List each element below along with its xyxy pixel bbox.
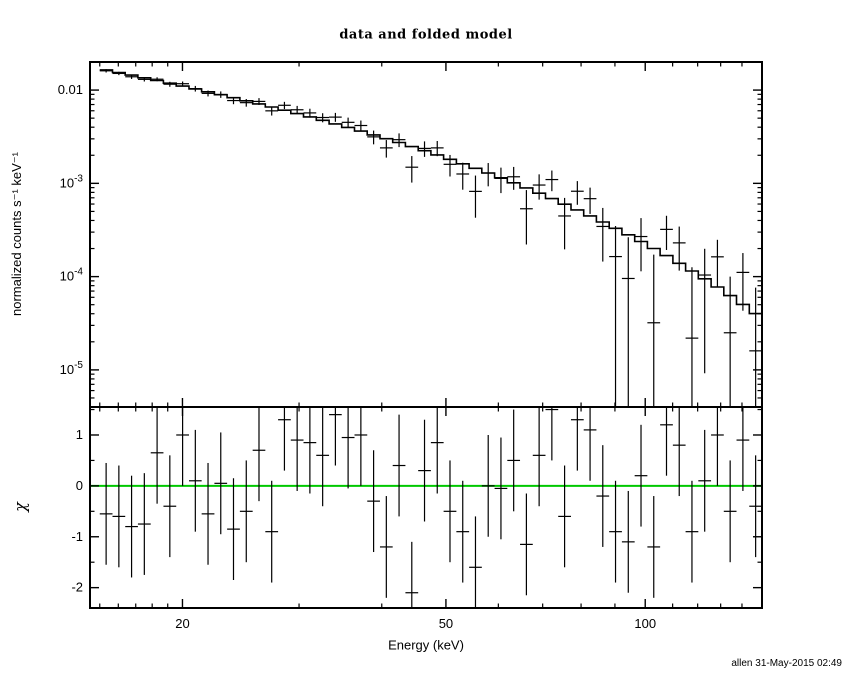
y-axis-label-counts: normalized counts s⁻¹ keV⁻¹ (9, 151, 24, 317)
svg-text:1: 1 (76, 427, 83, 442)
y-axis-label-chi: χ (10, 502, 30, 512)
svg-text:-2: -2 (71, 580, 83, 595)
svg-text:20: 20 (175, 616, 189, 631)
svg-text:0.01: 0.01 (58, 82, 83, 97)
svg-text:10-5: 10-5 (60, 360, 84, 377)
plot-title: data and folded model (339, 27, 513, 43)
timestamp-label: allen 31-May-2015 02:49 (731, 658, 842, 669)
svg-text:10-4: 10-4 (60, 267, 84, 284)
svg-text:100: 100 (634, 616, 656, 631)
svg-text:10-3: 10-3 (60, 173, 84, 190)
svg-text:50: 50 (439, 616, 453, 631)
svg-text:0: 0 (76, 478, 83, 493)
x-axis-label-energy: Energy (keV) (388, 637, 464, 653)
svg-text:-1: -1 (71, 529, 83, 544)
